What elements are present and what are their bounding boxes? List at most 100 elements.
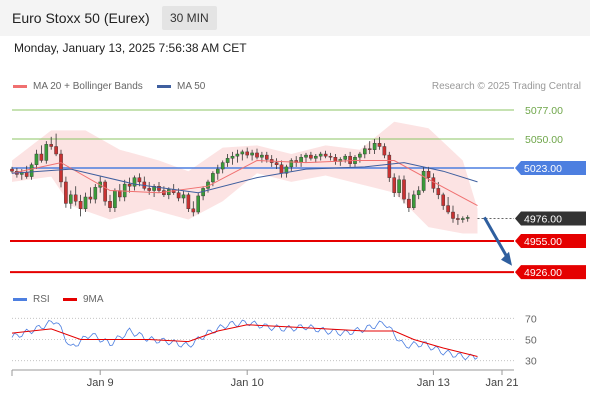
candle-body: [64, 181, 68, 204]
legend-ma20: MA 20 + Bollinger Bands: [13, 81, 143, 92]
timestamp: Monday, January 13, 2025 7:56:38 AM CET: [14, 41, 247, 55]
candle-body: [93, 187, 98, 200]
candle-body: [211, 173, 215, 183]
candle-body: [24, 172, 29, 177]
candle-body: [78, 201, 83, 209]
candle-body: [343, 155, 348, 160]
candle-body: [397, 179, 401, 193]
level-tag-5023.00: [515, 160, 586, 175]
level-label-4955.00: 4955.00: [524, 236, 562, 248]
level-tag-4926.00: [515, 265, 586, 280]
candle-body: [34, 153, 39, 165]
candle-body: [279, 164, 284, 174]
rsi-level-label-70: 70: [525, 313, 537, 325]
legend-ma20-label: MA 20 + Bollinger Bands: [33, 81, 143, 92]
candle-body: [29, 164, 34, 177]
candle-body: [416, 190, 421, 196]
candle-body: [265, 154, 269, 160]
candle-body: [382, 146, 387, 156]
legend-rsi-label: RSI: [33, 294, 50, 305]
ma9-swatch-icon: [63, 298, 77, 301]
candle-body: [436, 188, 441, 196]
candle-body: [240, 151, 245, 155]
candle-body: [451, 211, 455, 219]
candle-body: [49, 144, 53, 147]
candle-body: [245, 151, 250, 156]
candle-body: [235, 153, 240, 157]
level-label-5023.00: 5023.00: [524, 163, 562, 175]
candle-body: [122, 183, 127, 198]
candle-body: [39, 153, 44, 161]
candle-body: [304, 154, 308, 158]
candle-body: [220, 162, 225, 170]
candle-body: [421, 170, 426, 191]
candle-body: [166, 189, 171, 196]
candle-body: [196, 195, 201, 213]
ma50-line: [11, 162, 478, 194]
level-label-4926.00: 4926.00: [524, 267, 562, 279]
candle-body: [186, 194, 191, 210]
ma20-line: [11, 159, 478, 207]
candle-body: [59, 153, 63, 183]
candle-body: [157, 186, 161, 191]
x-label-Jan 9: Jan 9: [87, 377, 114, 389]
forecast-arrow-shaft: [483, 216, 510, 260]
candle-body: [103, 181, 107, 202]
level-label-5050.00: 5050.00: [525, 134, 563, 146]
candle-body: [181, 194, 186, 199]
candle-body: [284, 166, 289, 174]
candle-body: [10, 168, 14, 172]
ma20-swatch-icon: [13, 85, 27, 88]
candle-body: [402, 179, 406, 200]
candle-body: [147, 188, 152, 191]
legend-9ma: 9MA: [63, 294, 104, 305]
timeframe-badge[interactable]: 30 MIN: [162, 6, 217, 30]
legend-ma50-label: MA 50: [177, 81, 206, 92]
candle-body: [309, 154, 313, 159]
candle-body: [274, 162, 279, 165]
level-label-5077.00: 5077.00: [525, 105, 563, 117]
candle-body: [348, 155, 352, 164]
rsi-ma-line: [11, 324, 478, 357]
level-label-4976.00: 4976.00: [524, 213, 562, 225]
candle-body: [372, 143, 377, 150]
candle-body: [68, 194, 73, 204]
level-tag-4955.00: [515, 234, 586, 249]
candle-body: [314, 155, 318, 159]
ma50-swatch-icon: [157, 85, 171, 88]
candle-body: [54, 146, 58, 155]
legend-9ma-label: 9MA: [83, 294, 104, 305]
candle-body: [465, 217, 470, 219]
candle-body: [88, 196, 93, 200]
candle-body: [363, 148, 367, 155]
level-tag-4976.00: [515, 211, 586, 226]
candle-body: [407, 198, 411, 208]
candle-body: [441, 194, 446, 206]
candle-body: [230, 155, 235, 159]
candle-body: [225, 158, 230, 163]
candle-body: [250, 152, 254, 156]
candle-body: [461, 218, 465, 220]
candle-body: [117, 190, 122, 198]
candle-body: [412, 194, 416, 208]
candle-body: [387, 154, 392, 178]
forecast-arrow-head-icon: [501, 251, 512, 266]
legend-ma50: MA 50: [157, 81, 205, 92]
rsi-level-label-30: 30: [525, 356, 537, 368]
instrument-title: Euro Stoxx 50 (Eurex): [12, 10, 150, 26]
candle-body: [191, 208, 196, 213]
legend-rsi: RSI: [13, 294, 50, 305]
candle-body: [392, 177, 397, 193]
candle-body: [323, 153, 328, 157]
candle-body: [299, 157, 303, 163]
candle-body: [44, 144, 49, 161]
candle-body: [260, 154, 264, 158]
candle-body: [377, 143, 382, 147]
candle-body: [137, 177, 142, 183]
candle-body: [426, 170, 431, 178]
candle-body: [367, 148, 372, 150]
candle-body: [215, 168, 220, 174]
chart-header: Euro Stoxx 50 (Eurex) 30 MIN: [0, 0, 590, 36]
candle-body: [255, 152, 259, 158]
